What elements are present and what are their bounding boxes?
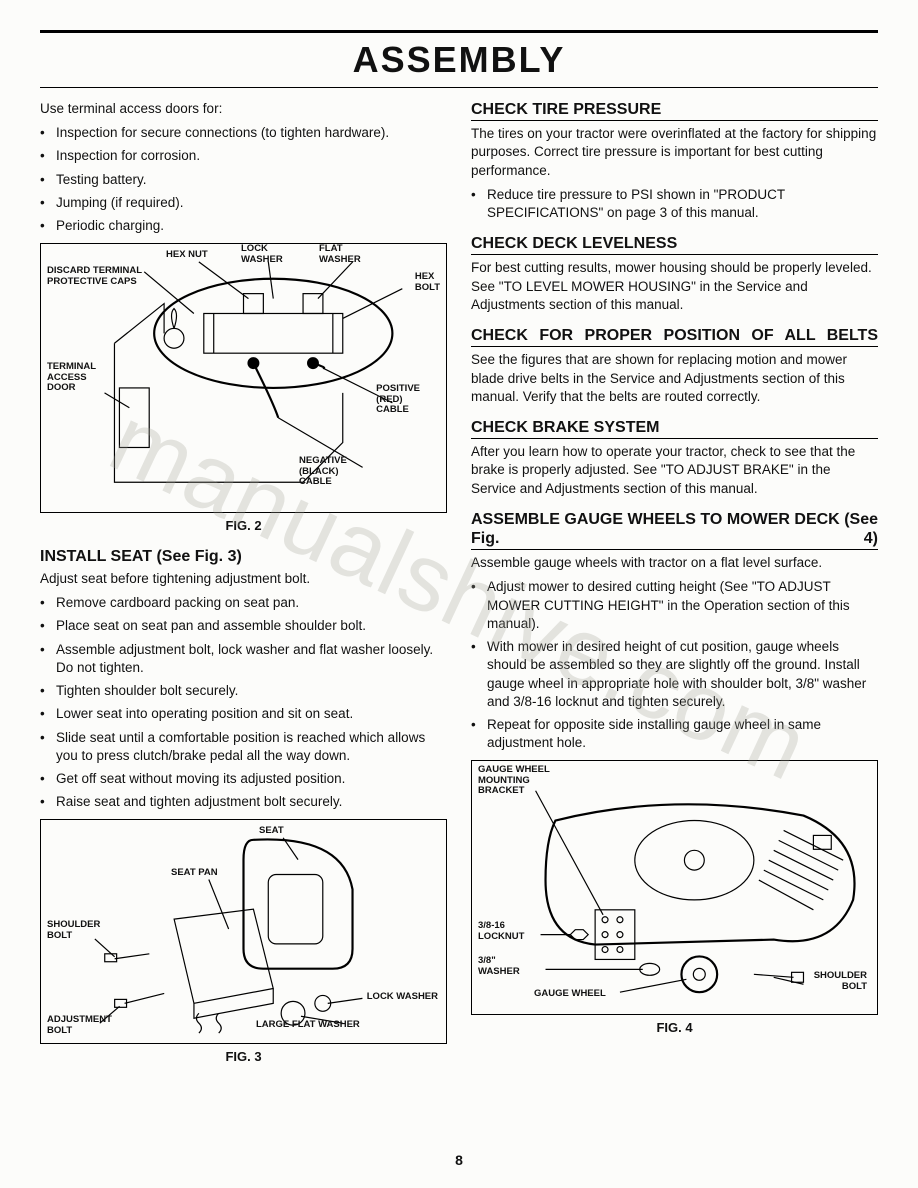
fig3-label-lockwasher: LOCK WASHER: [367, 992, 438, 1002]
belts-para: See the figures that are shown for repla…: [471, 351, 878, 406]
gauge-bullets: Adjust mower to desired cutting height (…: [471, 578, 878, 752]
brake-head: CHECK BRAKE SYSTEM: [471, 418, 878, 439]
bullet: Inspection for corrosion.: [56, 147, 447, 165]
fig4-label-washer: 3/8" WASHER: [478, 956, 520, 977]
fig2-label-discard: DISCARD TERMINAL PROTECTIVE CAPS: [47, 266, 142, 287]
bullet: Assemble adjustment bolt, lock washer an…: [56, 641, 447, 677]
bullet: Raise seat and tighten adjustment bolt s…: [56, 793, 447, 811]
deck-head: CHECK DECK LEVELNESS: [471, 234, 878, 255]
fig2-label-hexnut: HEX NUT: [166, 250, 208, 260]
fig4-label-locknut: 3/8-16 LOCKNUT: [478, 921, 524, 942]
fig2-label-lockwasher: LOCK WASHER: [241, 244, 283, 265]
install-seat-head: INSTALL SEAT (See Fig. 3): [40, 547, 447, 566]
page-number: 8: [0, 1152, 918, 1168]
fig3-label-adjustment: ADJUSTMENT BOLT: [47, 1015, 112, 1036]
page-title: ASSEMBLY: [40, 39, 878, 81]
figure-4-box: GAUGE WHEEL MOUNTING BRACKET 3/8-16 LOCK…: [471, 760, 878, 1015]
bullet: Lower seat into operating position and s…: [56, 705, 447, 723]
tire-bullets: Reduce tire pressure to PSI shown in "PR…: [471, 186, 878, 222]
fig4-label-gaugewheel: GAUGE WHEEL: [534, 989, 606, 999]
bullet: Jumping (if required).: [56, 194, 447, 212]
tire-para: The tires on your tractor were overinfla…: [471, 125, 878, 180]
bullet: Remove cardboard packing on seat pan.: [56, 594, 447, 612]
deck-para: For best cutting results, mower housing …: [471, 259, 878, 314]
fig2-label-hexbolt: HEX BOLT: [415, 272, 440, 293]
left-column: Use terminal access doors for: Inspectio…: [40, 100, 447, 1066]
belts-head: CHECK FOR PROPER POSITION OF ALL BELTS: [471, 326, 878, 347]
bullet: Get off seat without moving its adjusted…: [56, 770, 447, 788]
figure-2-box: DISCARD TERMINAL PROTECTIVE CAPS HEX NUT…: [40, 243, 447, 513]
install-seat-bullets: Remove cardboard packing on seat pan. Pl…: [40, 594, 447, 811]
title-rule: [40, 87, 878, 88]
bullet: Repeat for opposite side installing gaug…: [487, 716, 878, 752]
fig3-label-shoulderbolt: SHOULDER BOLT: [47, 920, 100, 941]
fig3-label-seatpan: SEAT PAN: [171, 868, 218, 878]
bullet: Testing battery.: [56, 171, 447, 189]
fig2-label-negative: NEGATIVE (BLACK) CABLE: [299, 456, 347, 487]
bullet: With mower in desired height of cut posi…: [487, 638, 878, 711]
bullet: Place seat on seat pan and assemble shou…: [56, 617, 447, 635]
fig2-label-flatwasher: FLAT WASHER: [319, 244, 361, 265]
fig2-label-positive: POSITIVE (RED) CABLE: [376, 384, 420, 415]
bullet: Inspection for secure connections (to ti…: [56, 124, 447, 142]
fig3-caption: FIG. 3: [40, 1048, 447, 1066]
right-column: CHECK TIRE PRESSURE The tires on your tr…: [471, 100, 878, 1066]
intro-bullets: Inspection for secure connections (to ti…: [40, 124, 447, 235]
bullet: Tighten shoulder bolt securely.: [56, 682, 447, 700]
fig3-label-largeflatwasher: LARGE FLAT WASHER: [256, 1020, 360, 1030]
figure-3-box: SEAT SEAT PAN SHOULDER BOLT ADJUSTMENT B…: [40, 819, 447, 1044]
intro-text: Use terminal access doors for:: [40, 100, 447, 118]
gauge-intro: Assemble gauge wheels with tractor on a …: [471, 554, 878, 572]
bullet: Periodic charging.: [56, 217, 447, 235]
fig2-label-terminal: TERMINAL ACCESS DOOR: [47, 362, 96, 393]
two-column-layout: Use terminal access doors for: Inspectio…: [40, 100, 878, 1066]
top-rule: [40, 30, 878, 33]
fig3-label-seat: SEAT: [259, 826, 284, 836]
bullet: Reduce tire pressure to PSI shown in "PR…: [487, 186, 878, 222]
tire-head: CHECK TIRE PRESSURE: [471, 100, 878, 121]
bullet: Slide seat until a comfortable position …: [56, 729, 447, 765]
install-seat-intro: Adjust seat before tightening adjustment…: [40, 570, 447, 588]
bullet: Adjust mower to desired cutting height (…: [487, 578, 878, 633]
fig2-caption: FIG. 2: [40, 517, 447, 535]
fig4-label-shoulderbolt: SHOULDER BOLT: [814, 971, 867, 992]
gauge-head: ASSEMBLE GAUGE WHEELS TO MOWER DECK (See…: [471, 510, 878, 550]
fig4-caption: FIG. 4: [471, 1019, 878, 1037]
fig4-label-bracket: GAUGE WHEEL MOUNTING BRACKET: [478, 765, 550, 796]
brake-para: After you learn how to operate your trac…: [471, 443, 878, 498]
